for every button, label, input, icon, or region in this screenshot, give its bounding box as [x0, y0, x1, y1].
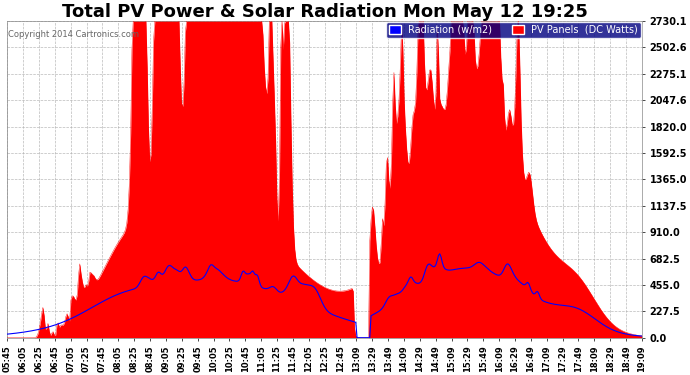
Text: Copyright 2014 Cartronics.com: Copyright 2014 Cartronics.com: [8, 30, 139, 39]
Title: Total PV Power & Solar Radiation Mon May 12 19:25: Total PV Power & Solar Radiation Mon May…: [61, 3, 588, 21]
Legend: Radiation (w/m2), PV Panels  (DC Watts): Radiation (w/m2), PV Panels (DC Watts): [386, 22, 641, 38]
